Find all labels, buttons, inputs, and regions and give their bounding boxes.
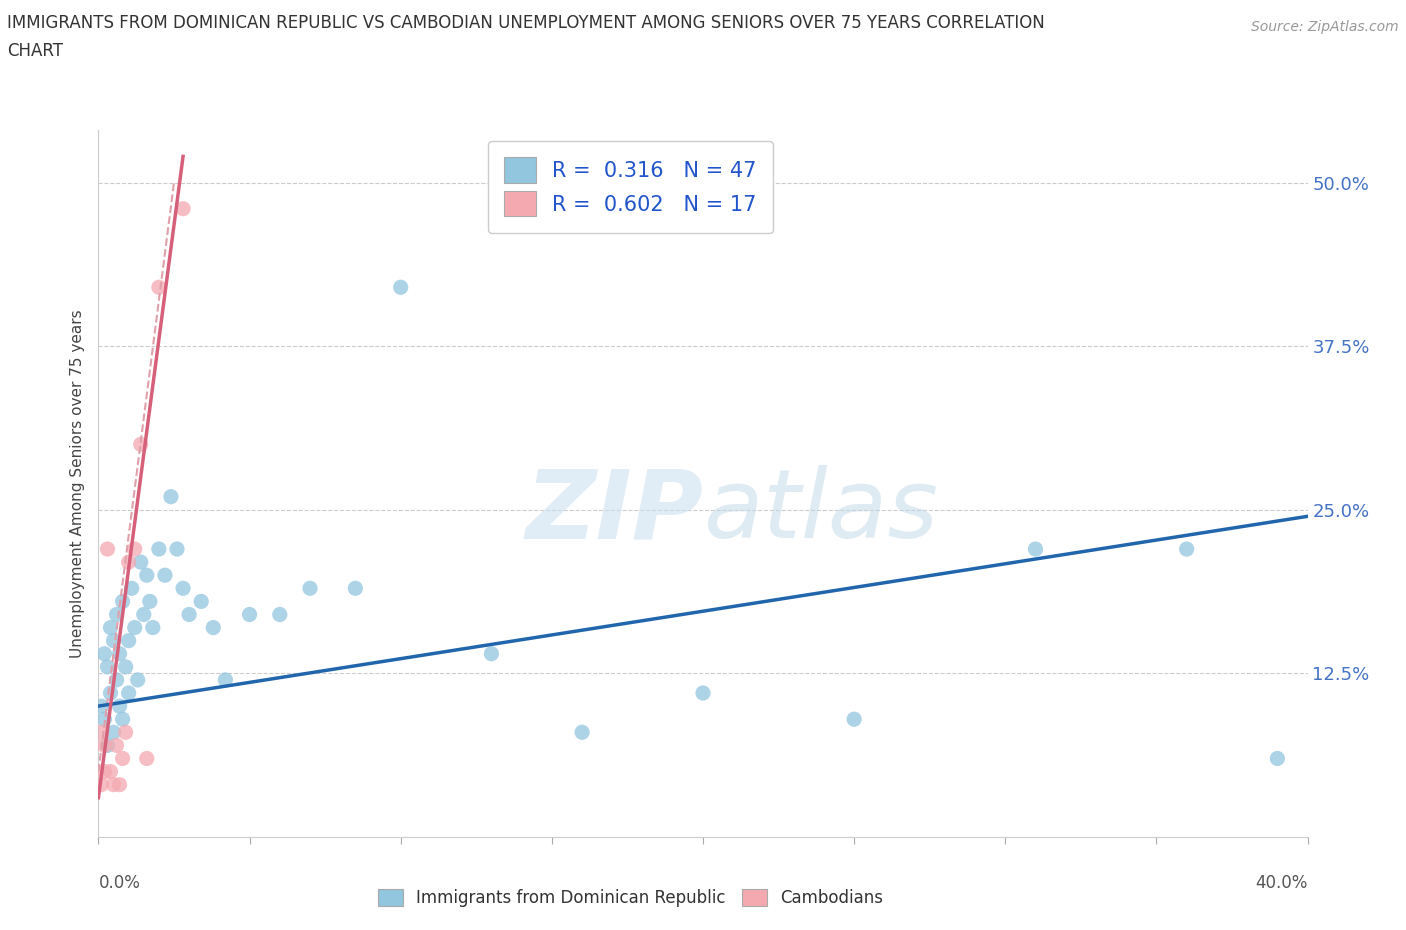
Point bbox=[190, 594, 212, 609]
Point bbox=[214, 672, 236, 687]
Point bbox=[90, 698, 112, 713]
Point bbox=[135, 751, 157, 766]
Point bbox=[90, 777, 112, 792]
Y-axis label: Unemployment Among Seniors over 75 years: Unemployment Among Seniors over 75 years bbox=[69, 310, 84, 658]
Point bbox=[124, 620, 146, 635]
Point bbox=[142, 620, 165, 635]
Point bbox=[139, 594, 162, 609]
Point bbox=[118, 554, 141, 569]
Point bbox=[121, 581, 143, 596]
Point bbox=[111, 711, 134, 726]
Point bbox=[114, 724, 136, 739]
Point bbox=[571, 724, 593, 739]
Point bbox=[105, 607, 128, 622]
Point bbox=[100, 685, 122, 700]
Point bbox=[103, 724, 125, 739]
Point bbox=[1175, 541, 1198, 556]
Text: 0.0%: 0.0% bbox=[98, 873, 141, 892]
Point bbox=[96, 659, 118, 674]
Text: ZIP: ZIP bbox=[524, 465, 703, 558]
Legend: Immigrants from Dominican Republic, Cambodians: Immigrants from Dominican Republic, Camb… bbox=[371, 882, 890, 913]
Point bbox=[96, 737, 118, 752]
Point bbox=[299, 581, 322, 596]
Point bbox=[1267, 751, 1289, 766]
Text: 40.0%: 40.0% bbox=[1256, 873, 1308, 892]
Point bbox=[129, 437, 152, 452]
Point bbox=[1024, 541, 1046, 556]
Point bbox=[93, 764, 115, 779]
Point bbox=[90, 724, 112, 739]
Point bbox=[105, 737, 128, 752]
Point bbox=[172, 581, 194, 596]
Point bbox=[100, 620, 122, 635]
Point bbox=[96, 541, 118, 556]
Point bbox=[93, 646, 115, 661]
Point bbox=[166, 541, 188, 556]
Text: Source: ZipAtlas.com: Source: ZipAtlas.com bbox=[1251, 20, 1399, 34]
Point bbox=[108, 777, 131, 792]
Point bbox=[344, 581, 367, 596]
Point bbox=[389, 280, 412, 295]
Point bbox=[93, 737, 115, 752]
Point bbox=[127, 672, 149, 687]
Point bbox=[100, 764, 122, 779]
Point bbox=[239, 607, 262, 622]
Point bbox=[105, 672, 128, 687]
Point bbox=[172, 201, 194, 216]
Point bbox=[269, 607, 291, 622]
Point bbox=[153, 568, 176, 583]
Point bbox=[111, 594, 134, 609]
Point bbox=[114, 659, 136, 674]
Point bbox=[160, 489, 183, 504]
Point bbox=[132, 607, 155, 622]
Point bbox=[118, 685, 141, 700]
Point bbox=[135, 568, 157, 583]
Point bbox=[124, 541, 146, 556]
Point bbox=[148, 541, 170, 556]
Point bbox=[692, 685, 714, 700]
Point bbox=[118, 633, 141, 648]
Point bbox=[111, 751, 134, 766]
Point bbox=[481, 646, 503, 661]
Text: CHART: CHART bbox=[7, 42, 63, 60]
Point bbox=[103, 633, 125, 648]
Point bbox=[844, 711, 866, 726]
Point bbox=[148, 280, 170, 295]
Point bbox=[108, 646, 131, 661]
Point bbox=[93, 711, 115, 726]
Point bbox=[202, 620, 225, 635]
Text: atlas: atlas bbox=[703, 465, 938, 558]
Point bbox=[179, 607, 201, 622]
Point bbox=[103, 777, 125, 792]
Point bbox=[108, 698, 131, 713]
Point bbox=[129, 554, 152, 569]
Text: IMMIGRANTS FROM DOMINICAN REPUBLIC VS CAMBODIAN UNEMPLOYMENT AMONG SENIORS OVER : IMMIGRANTS FROM DOMINICAN REPUBLIC VS CA… bbox=[7, 14, 1045, 32]
